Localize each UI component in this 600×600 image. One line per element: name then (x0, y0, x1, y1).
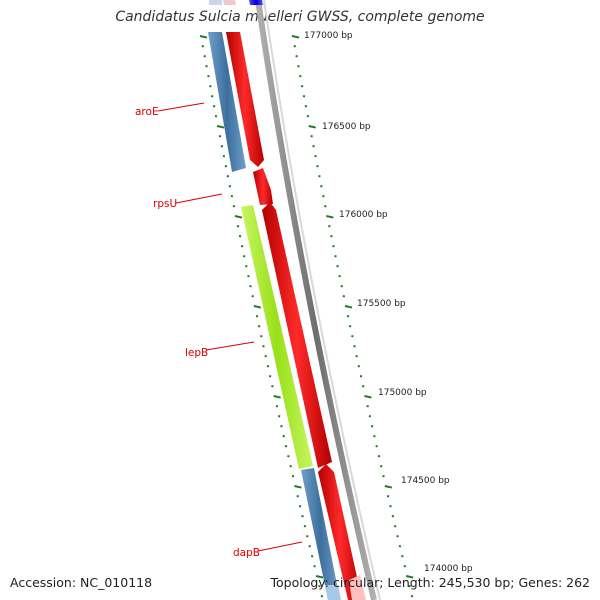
gene-forward-3 (318, 464, 362, 600)
map-title: Candidatus Sulcia muelleri GWSS, complet… (115, 9, 485, 25)
gene-lepB (241, 205, 313, 469)
bp-label-175000: 175000 bp (378, 388, 427, 398)
bp-labels: 177000 bp 176500 bp 176000 bp 175500 bp … (304, 31, 473, 574)
backbone-shadow (263, 0, 381, 600)
gene-rpsU (253, 168, 273, 205)
inner-tick (199, 35, 208, 39)
gene-labels: aroE rpsU lepB dapB (135, 106, 260, 559)
backbone-ring (255, 0, 377, 600)
outer-tick (308, 125, 316, 129)
inner-tick (294, 485, 302, 489)
gene-forward-2 (262, 202, 332, 468)
inner-tick (273, 395, 281, 399)
lepB-label-line (205, 341, 255, 351)
outer-ticks (291, 35, 414, 598)
top-reverse-gene (209, 0, 222, 5)
outer-tick (364, 395, 372, 399)
bp-label-175500: 175500 bp (357, 299, 406, 309)
gene-dapB-fade (325, 585, 341, 600)
bp-label-176500: 176500 bp (322, 122, 371, 132)
genes-group (208, 0, 366, 600)
outer-tick (291, 35, 300, 39)
gene-forward-3-fade (349, 575, 366, 600)
outer-tick (344, 305, 353, 309)
gene-dapB (301, 468, 340, 600)
bp-label-177000: 177000 bp (304, 31, 353, 41)
gene-label-rpsU[interactable]: rpsU (153, 198, 177, 210)
gene-label-lepB[interactable]: lepB (185, 347, 208, 359)
inner-tick (253, 305, 262, 309)
outer-tick (405, 575, 414, 579)
outer-tick (384, 485, 393, 489)
aroE-label-line (157, 102, 205, 112)
inner-tick (315, 575, 324, 579)
inner-ticks (199, 35, 324, 598)
bp-label-176000: 176000 bp (339, 210, 388, 220)
gene-aroE (208, 32, 246, 172)
backbone-group (255, 0, 381, 600)
dapB-label-line (257, 541, 303, 552)
inner-tick (216, 125, 225, 129)
genome-summary-text: Topology: circular; Length: 245,530 bp; … (270, 575, 591, 590)
bp-label-174000: 174000 bp (424, 564, 473, 574)
outer-tick (326, 215, 334, 219)
inner-tick (234, 215, 243, 219)
gene-label-lines (157, 102, 303, 552)
gene-label-aroE[interactable]: aroE (135, 106, 159, 118)
gene-label-dapB[interactable]: dapB (233, 547, 260, 559)
gene-forward-1 (226, 32, 264, 167)
top-forward-gene (249, 0, 263, 5)
bp-label-174500: 174500 bp (401, 476, 450, 486)
accession-text: Accession: NC_010118 (10, 575, 153, 590)
top-forward-gene-2 (223, 0, 236, 5)
rpsU-label-line (175, 193, 223, 204)
